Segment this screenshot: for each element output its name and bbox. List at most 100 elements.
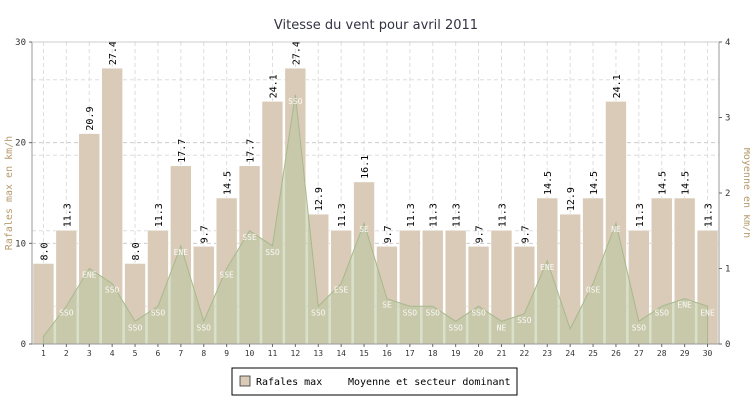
sector-label-day-23: ENE bbox=[540, 263, 555, 272]
value-label-day-4: 27.4 bbox=[108, 41, 119, 65]
x-tick-label-day-6: 6 bbox=[156, 349, 161, 358]
x-tick-label-day-12: 12 bbox=[291, 349, 301, 358]
sector-label-day-19: SSO bbox=[448, 323, 463, 332]
sector-label-day-27: SSO bbox=[632, 323, 647, 332]
value-label-day-18: 11.3 bbox=[429, 203, 440, 227]
y2-tick-label: 2 bbox=[725, 189, 730, 199]
value-label-day-29: 14.5 bbox=[681, 171, 692, 195]
x-tick-label-day-28: 28 bbox=[657, 349, 667, 358]
y-axis-label: Rafales max en km/h bbox=[4, 136, 15, 250]
value-label-day-23: 14.5 bbox=[543, 171, 554, 195]
sector-label-day-25: OSE bbox=[586, 286, 601, 295]
x-tick-label-day-20: 20 bbox=[474, 349, 484, 358]
sector-label-day-26: NE bbox=[611, 225, 621, 234]
x-tick-label-day-10: 10 bbox=[245, 349, 255, 358]
x-tick-label-day-19: 19 bbox=[451, 349, 461, 358]
sector-label-day-8: SSO bbox=[197, 323, 212, 332]
x-tick-label-day-23: 23 bbox=[542, 349, 552, 358]
value-label-day-20: 9.7 bbox=[475, 225, 486, 243]
value-label-day-6: 11.3 bbox=[154, 203, 165, 227]
sector-label-day-4: SSO bbox=[105, 286, 120, 295]
value-label-day-15: 16.1 bbox=[360, 155, 371, 179]
y-tick-label: 0 bbox=[21, 340, 26, 350]
sector-label-day-14: ESE bbox=[334, 286, 349, 295]
x-tick-label-day-30: 30 bbox=[703, 349, 713, 358]
y-tick-label: 10 bbox=[15, 239, 26, 249]
sector-label-day-16: SE bbox=[382, 301, 392, 310]
x-tick-label-day-25: 25 bbox=[588, 349, 598, 358]
sector-label-day-28: SSO bbox=[655, 308, 670, 317]
x-tick-label-day-18: 18 bbox=[428, 349, 438, 358]
legend-label-rafales: Rafales max bbox=[256, 377, 322, 388]
x-tick-label-day-1: 1 bbox=[41, 349, 46, 358]
legend-label-moyenne: Moyenne et secteur dominant bbox=[348, 377, 511, 388]
sector-label-day-2: SSO bbox=[59, 308, 74, 317]
sector-label-day-11: SSO bbox=[265, 248, 280, 257]
sector-label-day-10: SSE bbox=[242, 233, 257, 242]
sector-label-day-30: ENE bbox=[700, 308, 715, 317]
x-tick-label-day-27: 27 bbox=[634, 349, 644, 358]
value-label-day-7: 17.7 bbox=[177, 139, 188, 163]
value-label-day-9: 14.5 bbox=[223, 171, 234, 195]
y2-tick-label: 4 bbox=[725, 38, 730, 48]
y2-axis-label: Moyenne en km/h bbox=[741, 148, 750, 238]
x-tick-label-day-14: 14 bbox=[336, 349, 346, 358]
x-tick-label-day-24: 24 bbox=[565, 349, 575, 358]
value-label-day-13: 12.9 bbox=[314, 187, 325, 211]
y2-tick-label: 1 bbox=[725, 265, 730, 275]
sector-label-day-21: NE bbox=[497, 323, 507, 332]
x-tick-label-day-15: 15 bbox=[359, 349, 369, 358]
x-tick-label-day-11: 11 bbox=[268, 349, 278, 358]
value-label-day-2: 11.3 bbox=[62, 203, 73, 227]
value-label-day-25: 14.5 bbox=[589, 171, 600, 195]
value-label-day-27: 11.3 bbox=[635, 203, 646, 227]
sector-label-day-7: ENE bbox=[174, 248, 189, 257]
x-tick-label-day-16: 16 bbox=[382, 349, 392, 358]
y-tick-label: 20 bbox=[15, 139, 26, 149]
x-tick-label-day-26: 26 bbox=[611, 349, 621, 358]
x-tick-label-day-4: 4 bbox=[110, 349, 115, 358]
sector-label-day-15: SE bbox=[359, 225, 369, 234]
y2-tick-label: 3 bbox=[725, 114, 730, 124]
value-label-day-21: 11.3 bbox=[497, 203, 508, 227]
value-label-day-17: 11.3 bbox=[406, 203, 417, 227]
x-tick-label-day-5: 5 bbox=[133, 349, 138, 358]
legend-swatch-rafales bbox=[240, 376, 250, 386]
sector-label-day-18: SSO bbox=[426, 308, 441, 317]
value-label-day-24: 12.9 bbox=[566, 187, 577, 211]
value-label-day-12: 27.4 bbox=[291, 41, 302, 65]
value-label-day-16: 9.7 bbox=[383, 225, 394, 243]
legend: Rafales max Moyenne et secteur dominant bbox=[232, 368, 517, 395]
sector-label-day-12: SSO bbox=[288, 97, 303, 106]
value-label-day-5: 8.0 bbox=[131, 242, 142, 260]
value-label-day-30: 11.3 bbox=[704, 203, 715, 227]
x-tick-label-day-8: 8 bbox=[201, 349, 206, 358]
value-label-day-3: 20.9 bbox=[85, 107, 96, 131]
x-tick-label-day-3: 3 bbox=[87, 349, 92, 358]
value-label-day-10: 17.7 bbox=[246, 139, 257, 163]
value-label-day-8: 9.7 bbox=[200, 225, 211, 243]
x-tick-label-day-2: 2 bbox=[64, 349, 69, 358]
y-tick-label: 30 bbox=[15, 38, 26, 48]
y2-tick-label: 0 bbox=[725, 340, 730, 350]
chart-title: Vitesse du vent pour avril 2011 bbox=[274, 18, 478, 33]
sector-label-day-29: ENE bbox=[677, 301, 692, 310]
x-tick-label-day-7: 7 bbox=[178, 349, 183, 358]
x-tick-label-day-17: 17 bbox=[405, 349, 415, 358]
sector-label-day-6: SSO bbox=[151, 308, 166, 317]
value-label-day-22: 9.7 bbox=[520, 225, 531, 243]
sector-label-day-22: SSO bbox=[517, 316, 532, 325]
value-label-day-28: 14.5 bbox=[658, 171, 669, 195]
sector-label-day-20: SSO bbox=[471, 308, 486, 317]
x-tick-label-day-29: 29 bbox=[680, 349, 690, 358]
x-tick-label-day-21: 21 bbox=[497, 349, 507, 358]
sector-label-day-13: SSO bbox=[311, 308, 326, 317]
value-label-day-19: 11.3 bbox=[452, 203, 463, 227]
sector-label-day-9: SSE bbox=[219, 271, 234, 280]
x-tick-label-day-22: 22 bbox=[520, 349, 530, 358]
value-label-day-1: 8.0 bbox=[39, 242, 50, 260]
sector-label-day-3: ENE bbox=[82, 271, 97, 280]
x-tick-label-day-13: 13 bbox=[313, 349, 323, 358]
